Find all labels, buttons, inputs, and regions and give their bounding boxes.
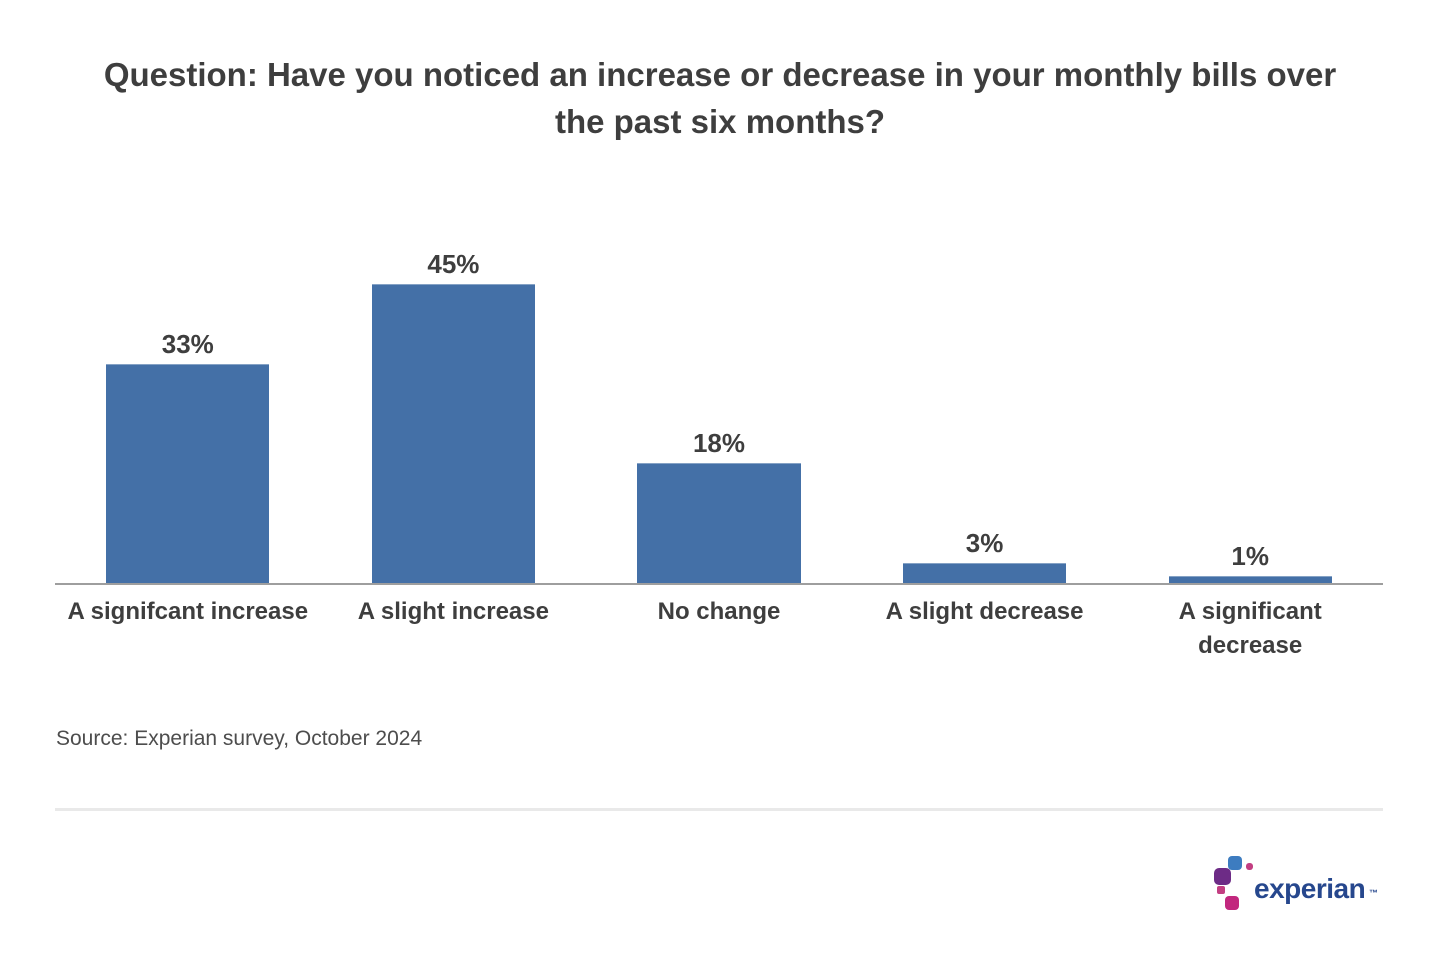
trademark-symbol: ™ xyxy=(1369,888,1378,898)
bar xyxy=(371,284,536,583)
bar-slot: 3% xyxy=(852,240,1118,583)
category-label: No change xyxy=(657,598,781,625)
category-label: A significant decrease xyxy=(1178,598,1322,659)
source-note: Source: Experian survey, October 2024 xyxy=(56,727,423,750)
bar xyxy=(1168,576,1332,583)
category-label: A slight decrease xyxy=(885,598,1084,625)
bar-slot: 18% xyxy=(586,240,852,583)
bar-value-label: 33% xyxy=(161,328,214,359)
chart-title: Question: Have you noticed an increase o… xyxy=(103,56,1337,140)
logo-square-blue-icon xyxy=(1228,856,1242,870)
bar xyxy=(106,363,270,583)
bar-value-label: 18% xyxy=(692,428,745,459)
bar-chart: 33% 45% 18% 3% 1% A signifcant increase A sli… xyxy=(55,240,1383,662)
bar-slot: 1% xyxy=(1117,240,1383,583)
experian-logo: experian ™ xyxy=(1214,852,1389,914)
bar-value-label: 1% xyxy=(1231,541,1269,572)
logo-dot-pink-icon xyxy=(1246,863,1253,870)
bar-value-label: 3% xyxy=(965,528,1004,559)
bar-value-label: 45% xyxy=(427,249,480,280)
chart-plot-area: 33% 45% 18% 3% 1% xyxy=(55,240,1383,585)
divider-line xyxy=(55,808,1383,811)
category-label: A signifcant increase xyxy=(67,598,309,625)
logo-square-magenta-icon xyxy=(1225,896,1239,910)
bar-slot: 45% xyxy=(321,240,587,583)
bar xyxy=(637,463,801,583)
bar xyxy=(902,563,1067,583)
category-label: A slight increase xyxy=(357,598,549,625)
chart-category-labels: A signifcant increase A slight increase No… xyxy=(55,585,1383,662)
experian-wordmark: experian xyxy=(1254,873,1366,904)
logo-square-purple-icon xyxy=(1214,868,1231,885)
bar-slot: 33% xyxy=(55,240,321,583)
logo-square-pink-icon xyxy=(1217,886,1225,894)
